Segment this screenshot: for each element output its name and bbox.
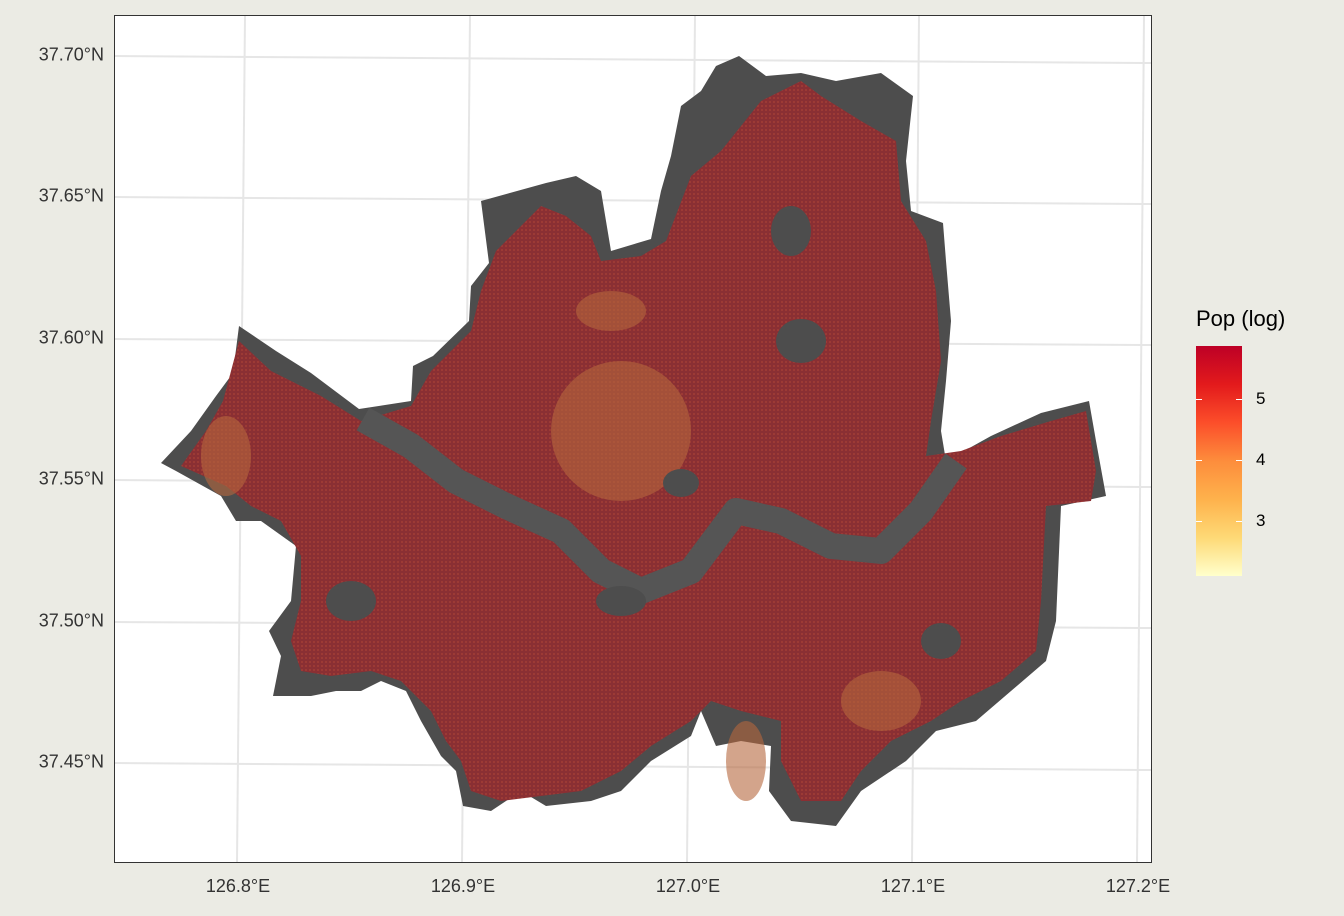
- map-canvas: [115, 16, 1151, 862]
- y-axis-label-37-65: 37.65°N: [38, 185, 104, 206]
- low-density-areas: [201, 291, 921, 801]
- y-axis-label-37-60: 37.60°N: [38, 327, 104, 348]
- y-axis-label-37-70: 37.70°N: [38, 44, 104, 65]
- legend: Pop (log) 5 4 3: [1196, 306, 1286, 576]
- y-axis-label-37-55: 37.55°N: [38, 468, 104, 489]
- legend-tick: [1236, 521, 1242, 522]
- x-axis-label-126-8: 126.8°E: [205, 876, 271, 896]
- y-axis-label-37-45: 37.45°N: [38, 751, 104, 772]
- legend-tick: [1236, 399, 1242, 400]
- x-axis-label-127-0: 127.0°E: [655, 876, 721, 896]
- legend-colorbar: [1196, 346, 1242, 576]
- legend-label-3: 3: [1256, 511, 1266, 530]
- x-axis-label-126-9: 126.9°E: [430, 876, 496, 896]
- legend-title: Pop (log): [1196, 306, 1286, 331]
- x-axis-label-127-2: 127.2°E: [1105, 876, 1171, 896]
- x-axis-label-127-1: 127.1°E: [880, 876, 946, 896]
- plot-panel: [114, 15, 1152, 863]
- legend-tick: [1196, 460, 1202, 461]
- legend-label-4: 4: [1256, 450, 1266, 469]
- non-residential-areas: [326, 206, 961, 659]
- legend-tick: [1196, 521, 1202, 522]
- han-river: [356, 407, 967, 604]
- legend-label-5: 5: [1256, 389, 1266, 408]
- y-axis-label-37-50: 37.50°N: [38, 610, 104, 631]
- legend-tick: [1196, 399, 1202, 400]
- legend-tick: [1236, 460, 1242, 461]
